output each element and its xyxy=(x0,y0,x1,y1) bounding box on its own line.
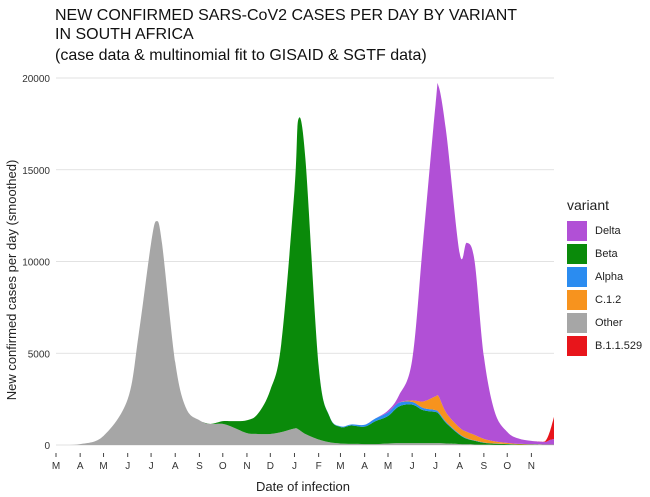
legend-label-alpha: Alpha xyxy=(595,270,624,283)
legend-label-beta: Beta xyxy=(595,247,618,260)
legend-label-c12: C.1.2 xyxy=(595,293,622,306)
y-tick-label: 20000 xyxy=(22,74,50,85)
legend-label-b11529: B.1.1.529 xyxy=(595,339,643,352)
x-tick-label: N xyxy=(243,461,250,472)
x-axis-label: Date of infection xyxy=(256,479,350,494)
x-tick-label: J xyxy=(292,461,297,472)
x-tick-label: M xyxy=(336,461,344,472)
x-tick-label: A xyxy=(361,461,368,472)
legend-swatch-alpha xyxy=(567,266,587,287)
area-series-beta xyxy=(56,117,554,446)
x-tick-label: A xyxy=(172,461,179,472)
legend-swatch-beta xyxy=(567,243,587,264)
legend-swatch-other xyxy=(567,312,587,333)
y-tick-label: 5000 xyxy=(28,349,51,360)
chart-title-line-2: IN SOUTH AFRICA xyxy=(55,26,194,43)
chart-subtitle: (case data & multinomial fit to GISAID &… xyxy=(55,47,427,64)
area-series-other xyxy=(56,221,554,446)
legend-item-beta: Beta xyxy=(567,242,647,265)
legend-item-b11529: B.1.1.529 xyxy=(567,334,647,357)
chart-title: NEW CONFIRMED SARS-CoV2 CASES PER DAY BY… xyxy=(55,6,615,44)
legend-title: variant xyxy=(567,197,610,213)
axes: 0 5000 10000 15000 20000 M A M J J A S O N D J F M A M J J A S O… xyxy=(22,74,535,472)
area-series-group xyxy=(56,83,554,446)
legend-item-other: Other xyxy=(567,311,647,334)
legend-item-c12: C.1.2 xyxy=(567,288,647,311)
x-tick-label: S xyxy=(481,461,488,472)
x-tick-label: S xyxy=(196,461,203,472)
x-tick-label: F xyxy=(316,461,322,472)
x-tick-label: M xyxy=(384,461,392,472)
y-tick-label: 10000 xyxy=(22,258,50,269)
legend-swatch-c12 xyxy=(567,289,587,310)
chart-title-line-1: NEW CONFIRMED SARS-CoV2 CASES PER DAY BY… xyxy=(55,7,518,24)
x-tick-label: M xyxy=(52,461,60,472)
y-tick-label: 15000 xyxy=(22,166,50,177)
legend-swatch-b11529 xyxy=(567,335,587,356)
legend-item-alpha: Alpha xyxy=(567,265,647,288)
legend-label-delta: Delta xyxy=(595,224,621,237)
y-axis-label: New confirmed cases per day (smoothed) xyxy=(4,160,19,401)
x-tick-label: J xyxy=(149,461,154,472)
y-tick-label: 0 xyxy=(44,441,50,452)
legend-item-delta: Delta xyxy=(567,219,647,242)
x-tick-label: A xyxy=(77,461,84,472)
x-tick-label: O xyxy=(219,461,227,472)
legend-swatch-delta xyxy=(567,220,587,241)
x-tick-label: M xyxy=(99,461,107,472)
x-tick-label: A xyxy=(456,461,463,472)
x-tick-label: J xyxy=(410,461,415,472)
x-tick-label: J xyxy=(125,461,130,472)
x-tick-label: N xyxy=(528,461,535,472)
x-tick-label: O xyxy=(503,461,511,472)
x-tick-label: D xyxy=(267,461,274,472)
legend: variant Delta Beta Alpha C.1.2 Other B.1… xyxy=(567,197,647,357)
area-series-delta xyxy=(56,83,554,446)
legend-label-other: Other xyxy=(595,316,623,329)
x-tick-label: J xyxy=(433,461,438,472)
